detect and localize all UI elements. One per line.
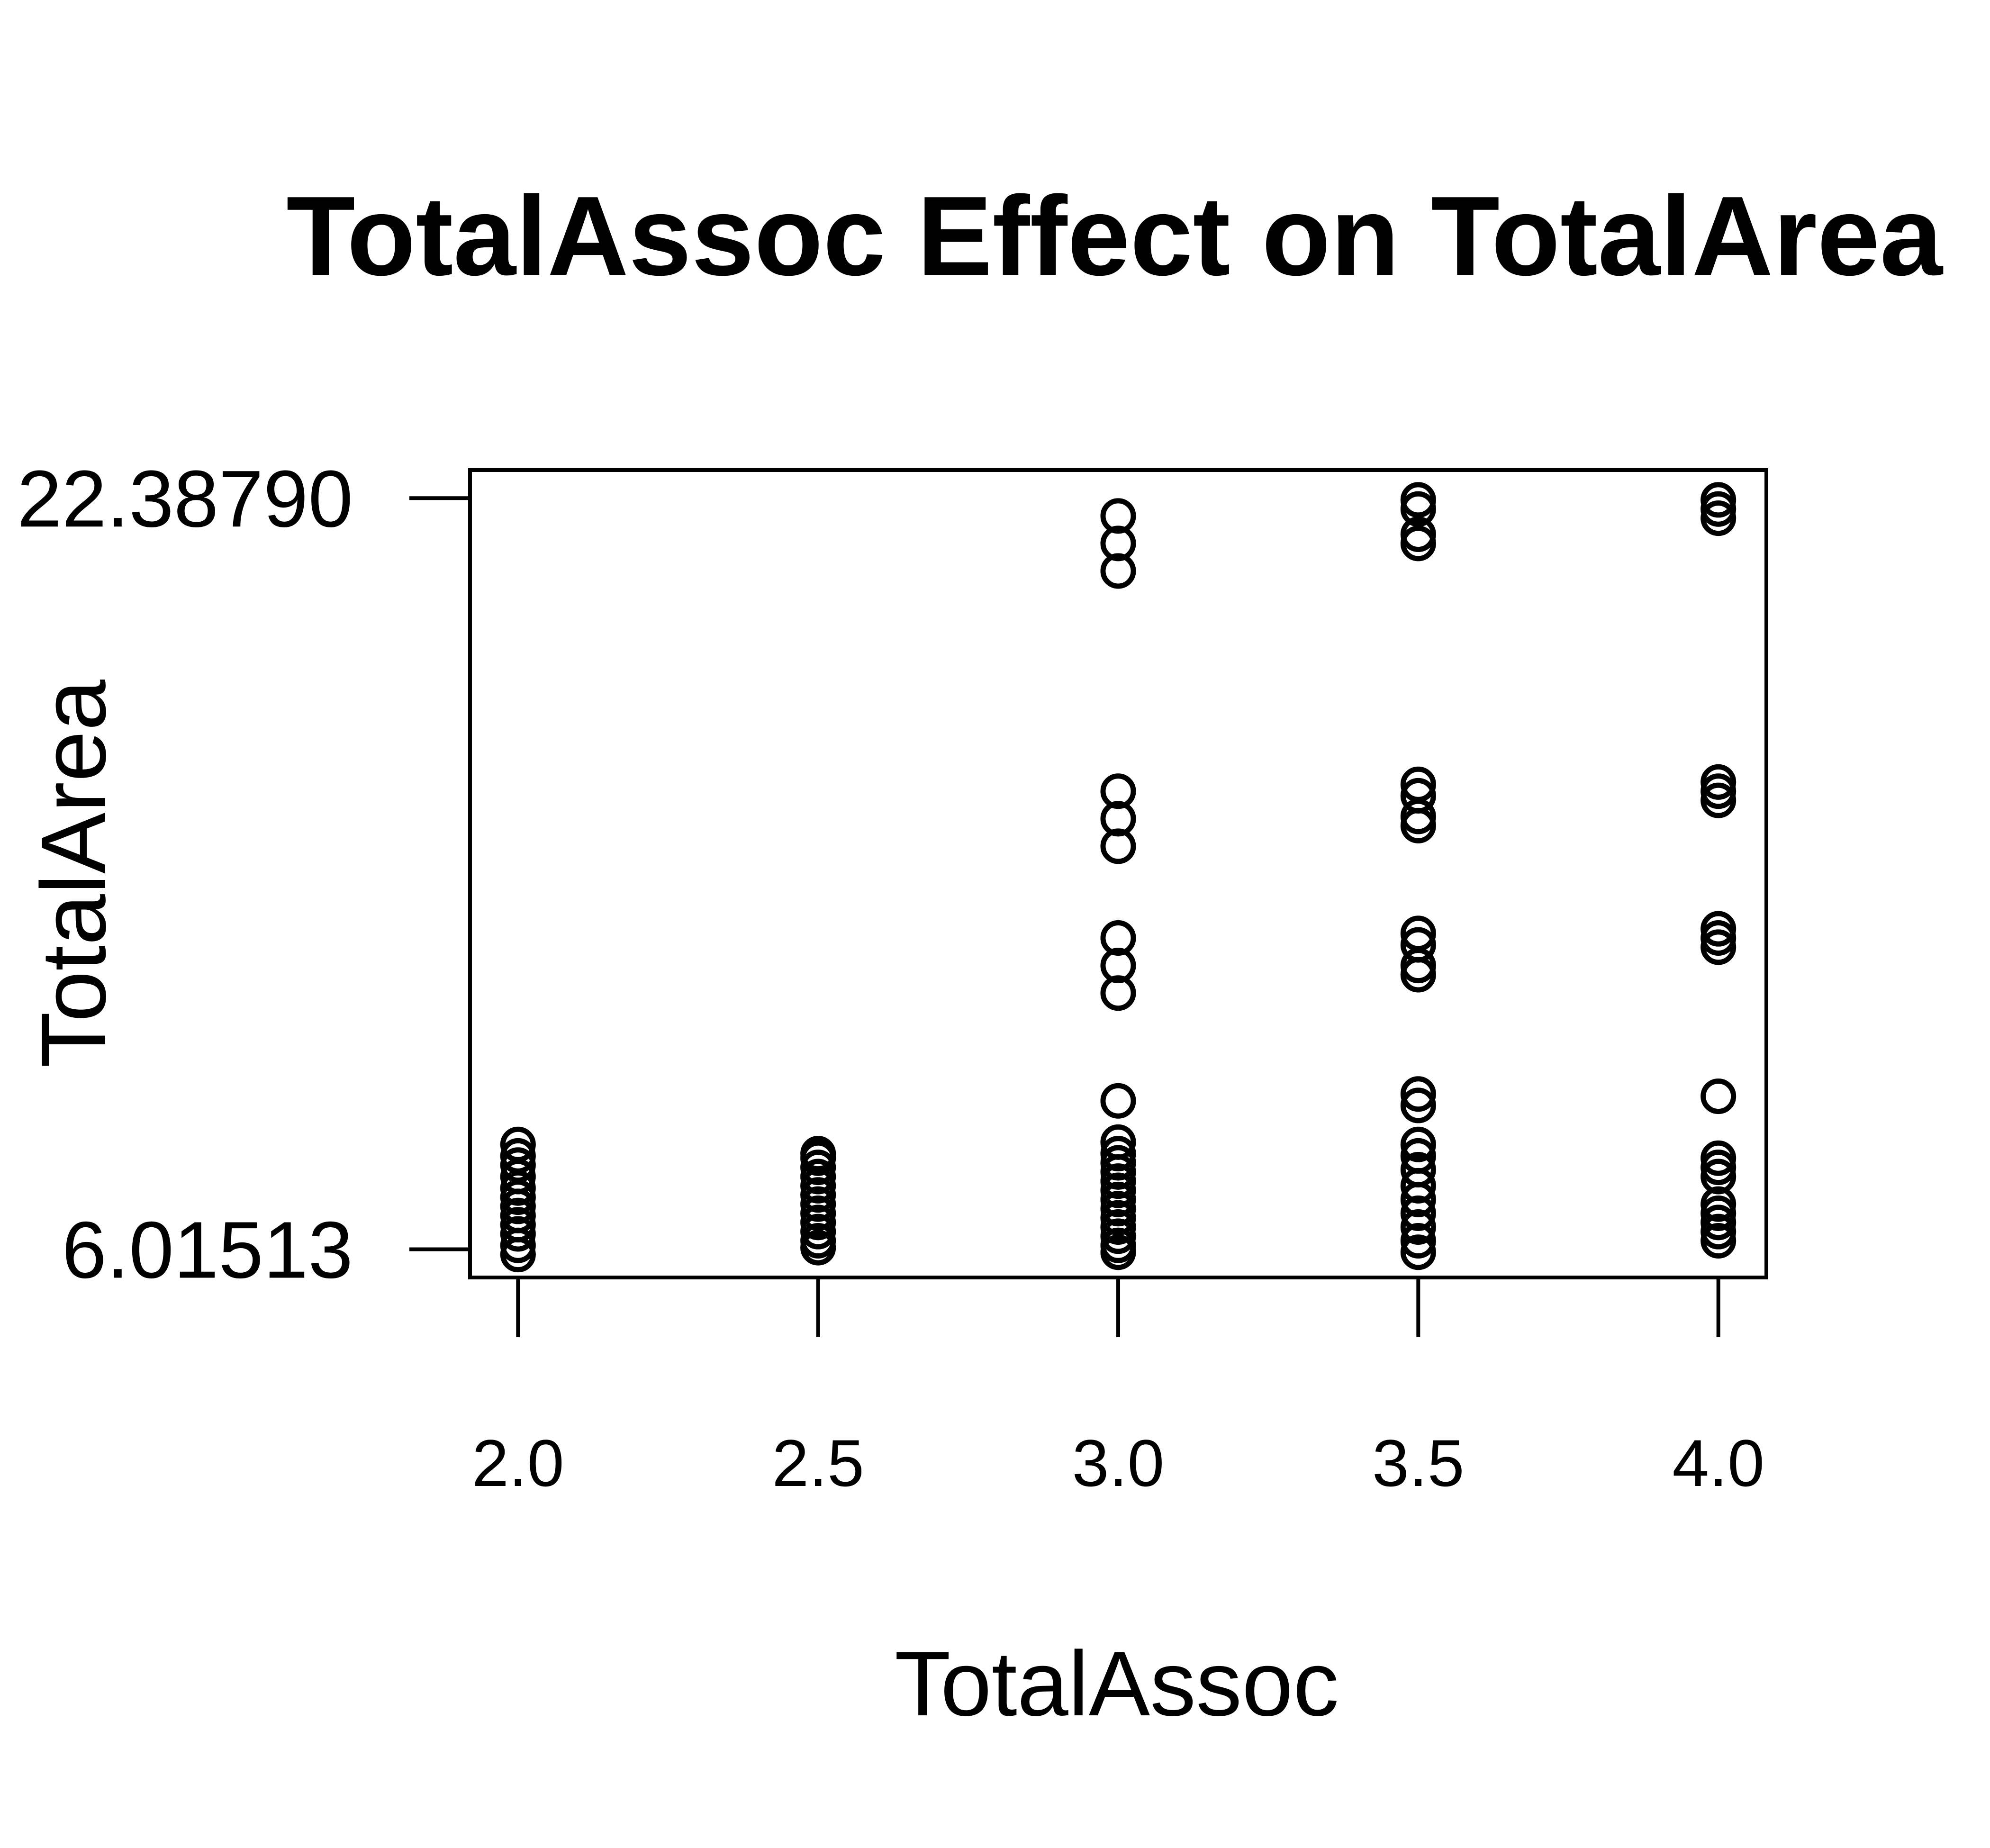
y-tick-label: 22.38790 xyxy=(17,454,353,544)
scatter-point xyxy=(1400,1126,1436,1162)
scatter-point xyxy=(1100,975,1136,1011)
scatter-point xyxy=(1400,1223,1436,1259)
x-axis: 2.0 2.5 3.0 3.5 4.0 xyxy=(472,1279,1764,1500)
scatter-point xyxy=(1100,948,1136,984)
plot-frame xyxy=(468,468,1768,1279)
scatter-point xyxy=(500,1216,536,1252)
scatter-point xyxy=(1400,491,1436,527)
scatter-point xyxy=(1400,957,1436,993)
x-tick-label: 3.5 xyxy=(1372,1426,1465,1500)
scatter-point xyxy=(1100,1083,1136,1119)
scatter-point xyxy=(1100,498,1136,534)
scatter-point xyxy=(1100,801,1136,837)
scatter-point xyxy=(1100,1234,1136,1270)
scatter-point xyxy=(1400,1181,1436,1217)
x-tick-label: 4.0 xyxy=(1672,1426,1764,1500)
scatter-point xyxy=(1701,929,1737,965)
scatter-point xyxy=(800,1230,836,1266)
data-points xyxy=(500,482,1737,1273)
y-tick-label: 6.01513 xyxy=(62,1205,353,1295)
x-tick-label: 2.0 xyxy=(472,1426,564,1500)
scatter-point xyxy=(1400,1209,1436,1245)
scatter-point xyxy=(1701,1159,1737,1195)
scatter-point xyxy=(1701,500,1737,536)
scatter-point xyxy=(1701,1223,1737,1259)
scatter-point xyxy=(500,1237,536,1273)
scatter-point xyxy=(1400,1234,1436,1270)
scatter-point xyxy=(1400,1076,1436,1112)
scatter-point xyxy=(1400,1195,1436,1231)
chart-title: TotalAssoc Effect on TotalArea xyxy=(286,173,1943,299)
y-axis-label: TotalArea xyxy=(22,679,125,1068)
scatter-point xyxy=(1400,1087,1436,1123)
x-tick-label: 2.5 xyxy=(772,1426,864,1500)
scatter-point xyxy=(1400,1168,1436,1204)
scatter-point xyxy=(1100,828,1136,864)
scatter-point xyxy=(1100,773,1136,809)
scatter-point xyxy=(1400,525,1436,562)
scatter-point xyxy=(1100,525,1136,562)
x-axis-label: TotalAssoc xyxy=(895,1632,1339,1735)
scatter-point xyxy=(1400,807,1436,843)
x-tick-label: 3.0 xyxy=(1072,1426,1165,1500)
scatter-point xyxy=(1100,553,1136,589)
scatter-point xyxy=(1701,782,1737,818)
y-axis: 6.01513 22.38790 xyxy=(17,454,468,1295)
scatter-point xyxy=(1100,920,1136,956)
scatter-point xyxy=(1701,1078,1737,1114)
